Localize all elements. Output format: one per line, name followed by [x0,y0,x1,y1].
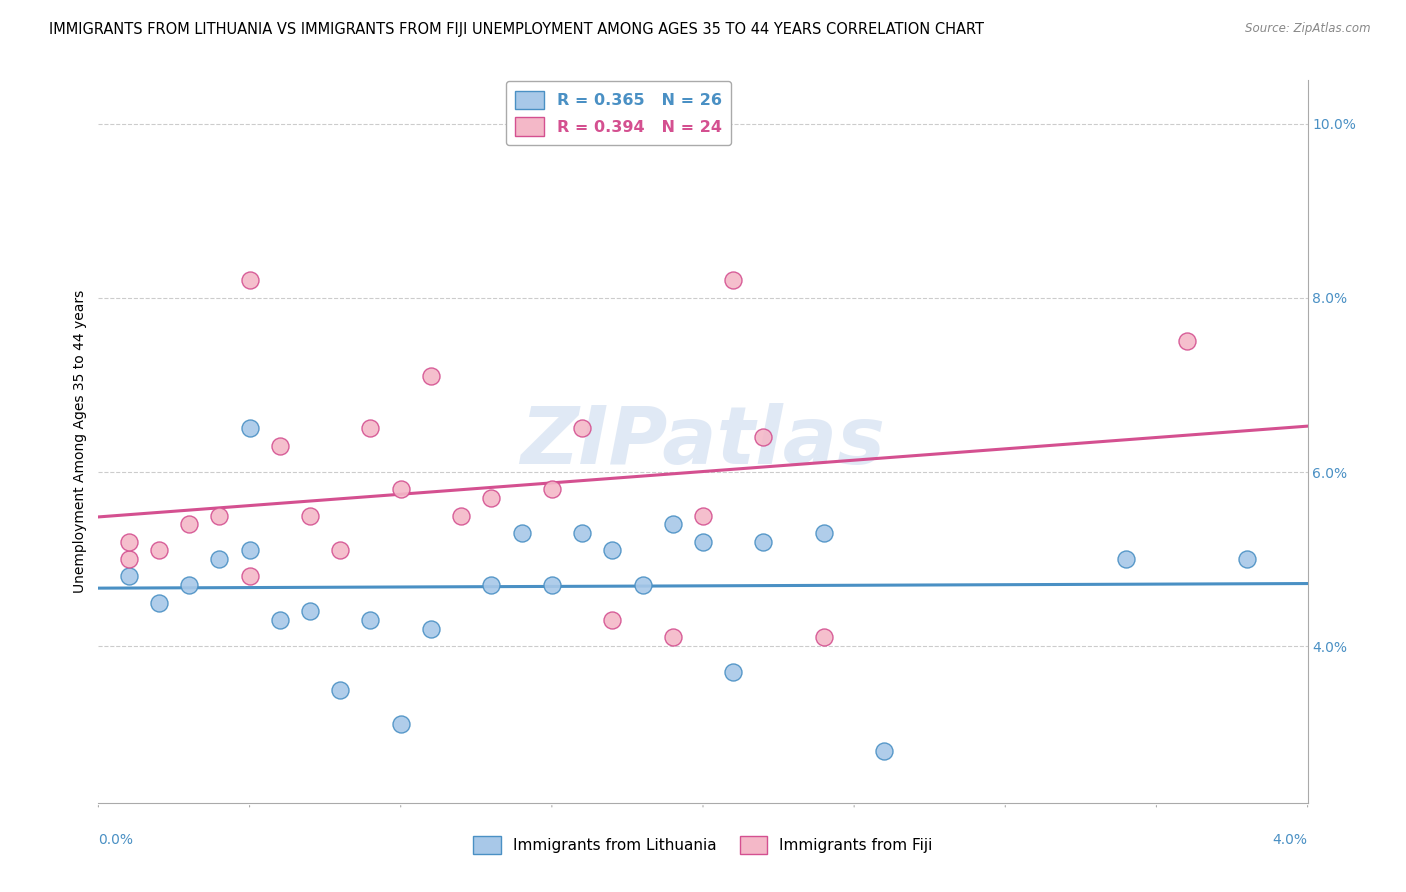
Point [239,569,262,583]
Legend: Immigrants from Lithuania, Immigrants from Fiji: Immigrants from Lithuania, Immigrants fr… [467,830,939,860]
Point [723,273,745,287]
Point [752,430,775,444]
Point [540,578,562,592]
Point [360,613,382,627]
Point [420,369,443,384]
Point [299,604,322,618]
Point [602,613,624,627]
Point [179,517,201,532]
Point [1236,552,1258,566]
Text: IMMIGRANTS FROM LITHUANIA VS IMMIGRANTS FROM FIJI UNEMPLOYMENT AMONG AGES 35 TO : IMMIGRANTS FROM LITHUANIA VS IMMIGRANTS … [49,22,984,37]
Point [813,525,835,540]
Point [510,525,533,540]
Point [723,665,745,680]
Text: 4.0%: 4.0% [1272,833,1308,847]
Point [239,421,262,435]
Point [602,543,624,558]
Point [420,622,443,636]
Text: 0.0%: 0.0% [98,833,134,847]
Point [873,743,896,757]
Point [299,508,322,523]
Point [389,717,412,731]
Point [1115,552,1137,566]
Point [269,439,291,453]
Point [239,543,262,558]
Point [208,508,231,523]
Point [661,517,683,532]
Point [269,613,291,627]
Point [360,421,382,435]
Point [450,508,472,523]
Text: Source: ZipAtlas.com: Source: ZipAtlas.com [1246,22,1371,36]
Point [148,543,170,558]
Point [752,534,775,549]
Point [692,508,714,523]
Point [481,578,503,592]
Point [208,552,231,566]
Point [661,631,683,645]
Point [118,552,141,566]
Point [148,596,170,610]
Point [179,578,201,592]
Point [329,682,352,697]
Point [481,491,503,505]
Point [1175,334,1198,349]
Point [540,483,562,497]
Y-axis label: Unemployment Among Ages 35 to 44 years: Unemployment Among Ages 35 to 44 years [73,290,87,593]
Point [631,578,654,592]
Point [118,569,141,583]
Point [813,631,835,645]
Point [692,534,714,549]
Text: ZIPatlas: ZIPatlas [520,402,886,481]
Point [239,273,262,287]
Point [329,543,352,558]
Point [389,483,412,497]
Point [571,421,593,435]
Point [571,525,593,540]
Point [118,534,141,549]
